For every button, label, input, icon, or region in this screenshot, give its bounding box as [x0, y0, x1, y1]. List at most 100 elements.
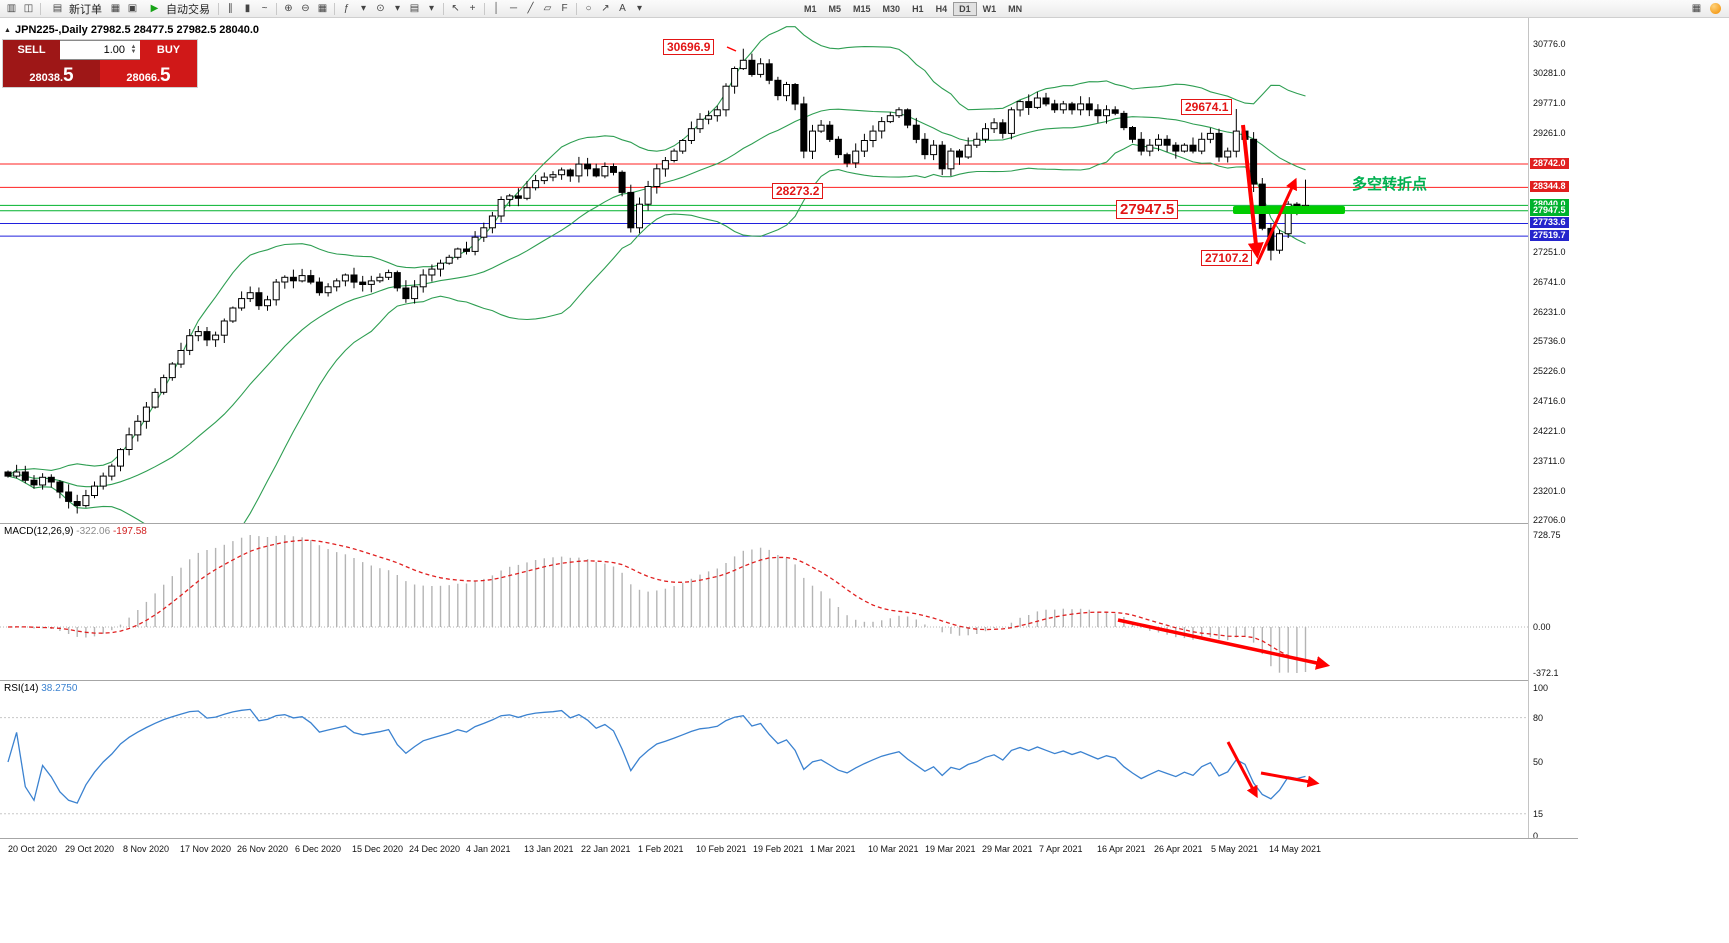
- date-axis-label: 7 Apr 2021: [1039, 844, 1083, 854]
- timeframe-h4[interactable]: H4: [935, 3, 948, 14]
- volume-stepper[interactable]: ▲ ▼: [127, 44, 140, 55]
- zoom-out-icon[interactable]: ⊖: [301, 3, 310, 14]
- price-axis-label: 26231.0: [1533, 307, 1566, 317]
- date-axis-label: 20 Oct 2020: [8, 844, 58, 854]
- date-axis-label: 1 Feb 2021: [638, 844, 684, 854]
- price-axis[interactable]: 30776.0 30281.0 29771.0 29261.0 27251.0 26741…: [1529, 18, 1578, 525]
- toolbar-separator: [334, 2, 335, 15]
- date-axis-label: 8 Nov 2020: [123, 844, 170, 854]
- date-axis-label: 14 May 2021: [1269, 844, 1322, 854]
- date-axis[interactable]: 20 Oct 2020 29 Oct 2020 8 Nov 2020 17 Nov 2…: [0, 838, 1578, 861]
- price-axis-badge: 27519.7: [1530, 230, 1569, 241]
- shapes-icon[interactable]: ○: [585, 3, 592, 14]
- timeframe-h1[interactable]: H1: [912, 3, 924, 14]
- templates-dropdown-icon[interactable]: ▾: [428, 3, 435, 14]
- macd-panel-canvas[interactable]: [0, 523, 1528, 680]
- macd-name: MACD(12,26,9): [4, 526, 74, 537]
- crosshair-icon[interactable]: +: [469, 3, 476, 14]
- rsi-name: RSI(14): [4, 683, 39, 694]
- date-axis-label: 1 Mar 2021: [810, 844, 856, 854]
- toolbar-separator: [484, 2, 485, 15]
- price-axis-label: 27251.0: [1533, 247, 1566, 257]
- rsi-axis[interactable]: 100 80 50 15 0: [1529, 680, 1578, 841]
- channel-icon[interactable]: ▱: [543, 3, 552, 14]
- price-axis-label: 26741.0: [1533, 277, 1566, 287]
- date-axis-label: 5 May 2021: [1211, 844, 1259, 854]
- rsi-axis-label: 80: [1533, 713, 1544, 723]
- new-order-button[interactable]: ▤ 新订单: [44, 0, 107, 17]
- panel-separator[interactable]: [0, 680, 1578, 681]
- indicators-dropdown-icon[interactable]: ▾: [360, 3, 367, 14]
- annotation-swing-high-price: 29674.1: [1181, 99, 1233, 115]
- timeframe-d1[interactable]: D1: [953, 1, 977, 16]
- volume-up-icon[interactable]: ▲: [130, 44, 137, 50]
- buy-price-pips: 5: [160, 65, 171, 86]
- sell-price[interactable]: 28038. 5: [3, 60, 100, 87]
- chart-window-icon[interactable]: ▦: [110, 3, 121, 14]
- date-axis-label: 10 Mar 2021: [868, 844, 919, 854]
- buy-button[interactable]: BUY: [140, 40, 197, 60]
- periods-icon[interactable]: ⊙: [376, 3, 385, 14]
- buy-price[interactable]: 28066. 5: [100, 60, 197, 87]
- layout-grid-icon[interactable]: ▦: [1691, 3, 1702, 14]
- cursor-icon[interactable]: ↖: [451, 3, 460, 14]
- auto-trading-button[interactable]: ▶ 自动交易: [141, 0, 215, 17]
- timeframe-mn[interactable]: MN: [1008, 3, 1023, 14]
- rsi-value: 38.2750: [41, 683, 78, 694]
- toolbar-separator: [218, 2, 219, 15]
- date-axis-label: 19 Feb 2021: [753, 844, 804, 854]
- macd-signal-value: -197.58: [112, 526, 147, 537]
- timeframe-m30[interactable]: M30: [882, 3, 901, 14]
- date-axis-label: 29 Mar 2021: [982, 844, 1033, 854]
- volume-down-icon[interactable]: ▼: [130, 49, 137, 55]
- periods-dropdown-icon[interactable]: ▾: [394, 3, 401, 14]
- annotation-support-price: 27947.5: [1116, 200, 1179, 219]
- tile-windows-icon[interactable]: ▦: [317, 3, 328, 14]
- timeframe-w1[interactable]: W1: [982, 3, 997, 14]
- vertical-line-icon[interactable]: │: [493, 3, 500, 14]
- bar-chart-icon[interactable]: ∥: [228, 3, 233, 14]
- volume-value[interactable]: 1.00: [103, 44, 125, 56]
- profiles-icon[interactable]: ◫: [23, 3, 34, 14]
- timeframe-m15[interactable]: M15: [853, 3, 871, 14]
- price-axis-label: 25736.0: [1533, 336, 1566, 346]
- auto-trading-label: 自动交易: [166, 3, 210, 16]
- volume-field[interactable]: 1.00 ▲ ▼: [60, 40, 140, 60]
- zoom-in-icon[interactable]: ⊕: [284, 3, 293, 14]
- rsi-panel-canvas[interactable]: [0, 680, 1528, 838]
- annotation-mid-level-price: 28273.2: [772, 183, 824, 199]
- timeframe-m1[interactable]: M1: [804, 3, 817, 14]
- toolbar-separator: [40, 2, 41, 15]
- price-scale-border: [1528, 18, 1529, 860]
- date-axis-label: 17 Nov 2020: [180, 844, 232, 854]
- timeframe-m5[interactable]: M5: [828, 3, 842, 14]
- candlestick-chart-icon[interactable]: ▮: [244, 3, 251, 14]
- horizontal-line-icon[interactable]: ─: [509, 3, 518, 14]
- price-axis-label: 24716.0: [1533, 396, 1566, 406]
- arrows-icon[interactable]: ↗: [601, 3, 610, 14]
- date-axis-label: 22 Jan 2021: [581, 844, 631, 854]
- price-axis-badge: 27947.5: [1530, 205, 1569, 216]
- community-icon[interactable]: [1710, 3, 1721, 14]
- toolbar-separator: [576, 2, 577, 15]
- line-chart-icon[interactable]: ~: [261, 3, 268, 14]
- sell-button[interactable]: SELL: [3, 40, 60, 60]
- price-axis-label: 23711.0: [1533, 456, 1565, 466]
- auto-trading-play-icon: ▶: [150, 3, 159, 14]
- templates-icon[interactable]: ▤: [409, 3, 420, 14]
- indicators-icon[interactable]: ƒ: [343, 3, 350, 14]
- trendline-icon[interactable]: ╱: [527, 3, 534, 14]
- new-chart-icon[interactable]: ▥: [6, 3, 17, 14]
- main-chart-canvas[interactable]: [0, 18, 1528, 523]
- date-axis-label: 29 Oct 2020: [65, 844, 115, 854]
- objects-dropdown-icon[interactable]: ▾: [636, 3, 643, 14]
- strategy-tester-icon[interactable]: ▣: [127, 3, 138, 14]
- panel-separator[interactable]: [0, 523, 1578, 524]
- trade-panel-toggle-icon[interactable]: ▲: [4, 27, 11, 34]
- text-icon[interactable]: A: [619, 3, 626, 14]
- macd-axis[interactable]: 728.75 0.00 -372.1: [1529, 523, 1578, 680]
- date-axis-label: 24 Dec 2020: [409, 844, 461, 854]
- fibonacci-icon[interactable]: F: [561, 3, 568, 14]
- macd-axis-label: 0.00: [1533, 622, 1551, 632]
